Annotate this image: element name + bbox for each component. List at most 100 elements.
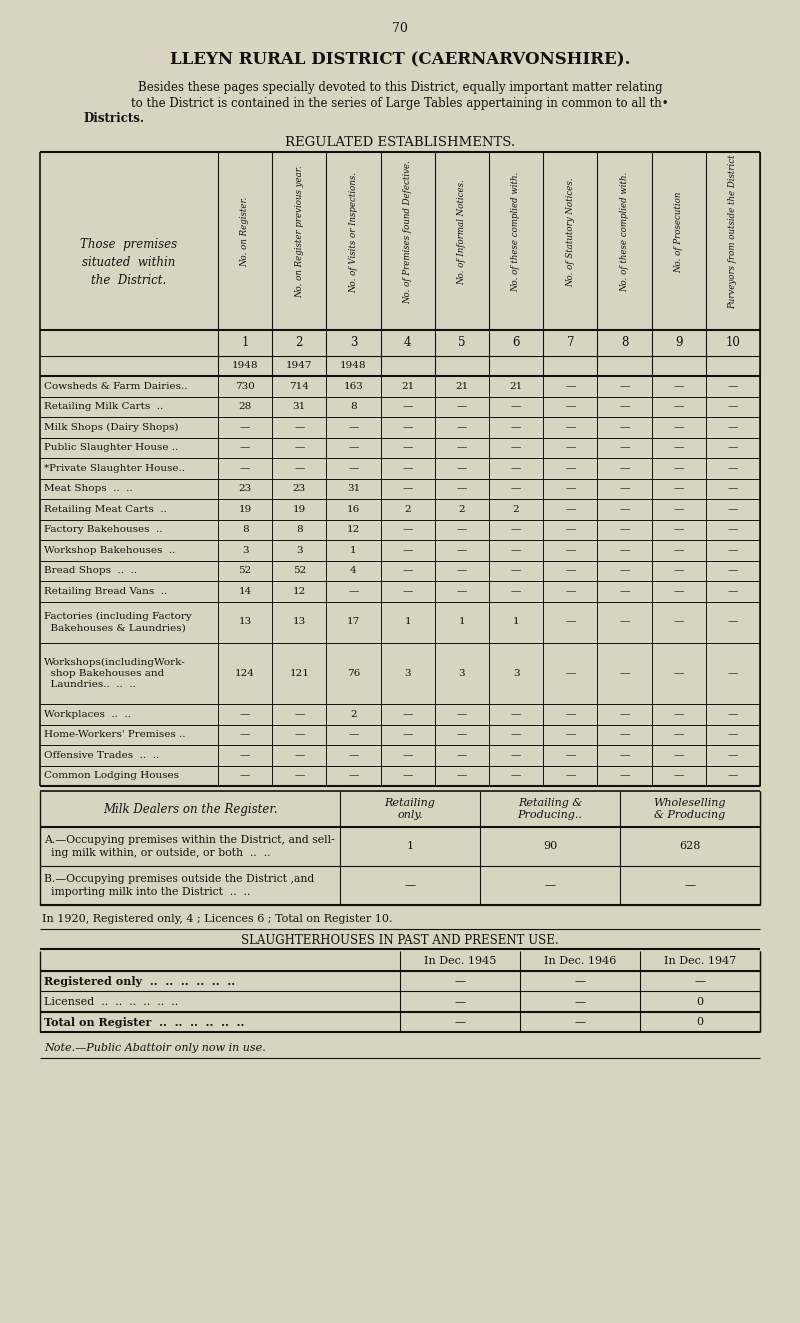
Text: —: — (574, 1017, 586, 1027)
Text: —: — (565, 586, 575, 595)
Text: —: — (674, 566, 684, 576)
Text: —: — (457, 546, 467, 554)
Text: —: — (348, 464, 358, 472)
Text: 21: 21 (510, 382, 522, 390)
Text: —: — (565, 443, 575, 452)
Text: —: — (348, 586, 358, 595)
Text: No. of these complied with.: No. of these complied with. (512, 172, 521, 292)
Text: —: — (511, 771, 522, 781)
Text: —: — (565, 618, 575, 627)
Text: B.—Occupying premises outside the District ,and
  importing milk into the Distri: B.—Occupying premises outside the Distri… (44, 875, 314, 897)
Text: —: — (457, 402, 467, 411)
Text: —: — (728, 464, 738, 472)
Text: —: — (294, 750, 305, 759)
Text: —: — (674, 668, 684, 677)
Text: —: — (565, 668, 575, 677)
Text: Retailing Milk Carts  ..: Retailing Milk Carts .. (44, 402, 163, 411)
Text: —: — (457, 443, 467, 452)
Text: 10: 10 (726, 336, 740, 349)
Text: Registered only  ..  ..  ..  ..  ..  ..: Registered only .. .. .. .. .. .. (44, 975, 235, 987)
Text: 1: 1 (242, 336, 249, 349)
Text: —: — (674, 546, 684, 554)
Text: 19: 19 (293, 505, 306, 513)
Text: —: — (728, 750, 738, 759)
Text: In Dec. 1946: In Dec. 1946 (544, 957, 616, 966)
Text: 1948: 1948 (232, 361, 258, 370)
Text: —: — (565, 505, 575, 513)
Text: 13: 13 (293, 618, 306, 627)
Text: —: — (457, 484, 467, 493)
Text: 1: 1 (350, 546, 357, 554)
Text: 2: 2 (404, 505, 411, 513)
Text: 19: 19 (238, 505, 252, 513)
Text: —: — (457, 709, 467, 718)
Text: 14: 14 (238, 586, 252, 595)
Text: —: — (511, 730, 522, 740)
Text: —: — (728, 546, 738, 554)
Text: 90: 90 (543, 841, 557, 852)
Text: 3: 3 (513, 668, 519, 677)
Text: —: — (348, 443, 358, 452)
Text: —: — (565, 402, 575, 411)
Text: —: — (454, 996, 466, 1007)
Text: 6: 6 (512, 336, 520, 349)
Text: to the District is contained in the series of Large Tables appertaining in commo: to the District is contained in the seri… (131, 97, 669, 110)
Text: In Dec. 1947: In Dec. 1947 (664, 957, 736, 966)
Text: Public Slaughter House ..: Public Slaughter House .. (44, 443, 178, 452)
Text: —: — (294, 443, 305, 452)
Text: —: — (240, 771, 250, 781)
Text: 9: 9 (675, 336, 682, 349)
Text: 8: 8 (296, 525, 302, 534)
Text: Factory Bakehouses  ..: Factory Bakehouses .. (44, 525, 162, 534)
Text: —: — (619, 750, 630, 759)
Text: 8: 8 (621, 336, 628, 349)
Text: 70: 70 (392, 21, 408, 34)
Text: —: — (457, 586, 467, 595)
Text: Retailing Meat Carts  ..: Retailing Meat Carts .. (44, 505, 167, 513)
Text: 714: 714 (290, 382, 310, 390)
Text: Retailing
only.: Retailing only. (385, 798, 435, 820)
Text: —: — (728, 586, 738, 595)
Text: A.—Occupying premises within the District, and sell-
  ing milk within, or outsi: A.—Occupying premises within the Distric… (44, 835, 334, 857)
Text: —: — (565, 484, 575, 493)
Text: —: — (728, 402, 738, 411)
Text: —: — (565, 464, 575, 472)
Text: —: — (348, 750, 358, 759)
Text: 52: 52 (238, 566, 252, 576)
Text: —: — (240, 443, 250, 452)
Text: No. of Statutory Notices.: No. of Statutory Notices. (566, 177, 574, 287)
Text: 1: 1 (513, 618, 519, 627)
Text: —: — (674, 771, 684, 781)
Text: —: — (728, 443, 738, 452)
Text: —: — (565, 525, 575, 534)
Text: 3: 3 (296, 546, 302, 554)
Text: —: — (402, 464, 413, 472)
Text: —: — (511, 586, 522, 595)
Text: 1: 1 (404, 618, 411, 627)
Text: 3: 3 (458, 668, 466, 677)
Text: —: — (674, 382, 684, 390)
Text: 2: 2 (513, 505, 519, 513)
Text: 12: 12 (293, 586, 306, 595)
Text: —: — (728, 618, 738, 627)
Text: 23: 23 (293, 484, 306, 493)
Text: —: — (728, 771, 738, 781)
Text: —: — (565, 382, 575, 390)
Text: —: — (565, 423, 575, 431)
Text: 2: 2 (350, 709, 357, 718)
Text: No. on Register.: No. on Register. (241, 197, 250, 267)
Text: —: — (511, 464, 522, 472)
Text: 8: 8 (242, 525, 249, 534)
Text: —: — (619, 618, 630, 627)
Text: —: — (728, 668, 738, 677)
Text: —: — (674, 484, 684, 493)
Text: —: — (348, 730, 358, 740)
Text: Total on Register  ..  ..  ..  ..  ..  ..: Total on Register .. .. .. .. .. .. (44, 1016, 244, 1028)
Text: Retailing Bread Vans  ..: Retailing Bread Vans .. (44, 586, 167, 595)
Text: 124: 124 (235, 668, 255, 677)
Text: 121: 121 (290, 668, 310, 677)
Text: —: — (511, 484, 522, 493)
Text: No. on Register previous year.: No. on Register previous year. (294, 165, 304, 299)
Text: 52: 52 (293, 566, 306, 576)
Text: 8: 8 (350, 402, 357, 411)
